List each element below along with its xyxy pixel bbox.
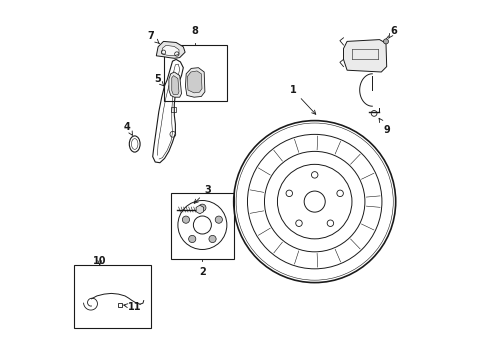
Text: 5: 5: [154, 74, 163, 86]
Text: 10: 10: [93, 256, 106, 266]
Text: 2: 2: [199, 267, 205, 277]
Text: 11: 11: [123, 302, 141, 312]
Circle shape: [188, 235, 195, 243]
Circle shape: [215, 216, 222, 223]
Circle shape: [199, 204, 205, 211]
Polygon shape: [156, 41, 185, 58]
Text: 3: 3: [194, 185, 211, 203]
Text: 1: 1: [289, 85, 315, 114]
Circle shape: [208, 235, 216, 243]
Polygon shape: [185, 68, 204, 97]
Polygon shape: [187, 71, 202, 93]
Text: 8: 8: [191, 26, 198, 36]
Text: 7: 7: [147, 31, 159, 44]
Circle shape: [182, 216, 189, 223]
Bar: [170, 107, 176, 112]
Bar: [118, 303, 122, 307]
Bar: [170, 193, 233, 259]
Polygon shape: [162, 45, 179, 56]
Text: 4: 4: [124, 122, 132, 135]
Text: 9: 9: [378, 118, 389, 135]
Polygon shape: [168, 72, 181, 97]
Bar: [73, 265, 151, 328]
Text: 6: 6: [388, 26, 396, 39]
Circle shape: [383, 39, 387, 44]
Polygon shape: [171, 76, 179, 94]
Polygon shape: [343, 40, 386, 72]
Bar: [163, 45, 226, 101]
